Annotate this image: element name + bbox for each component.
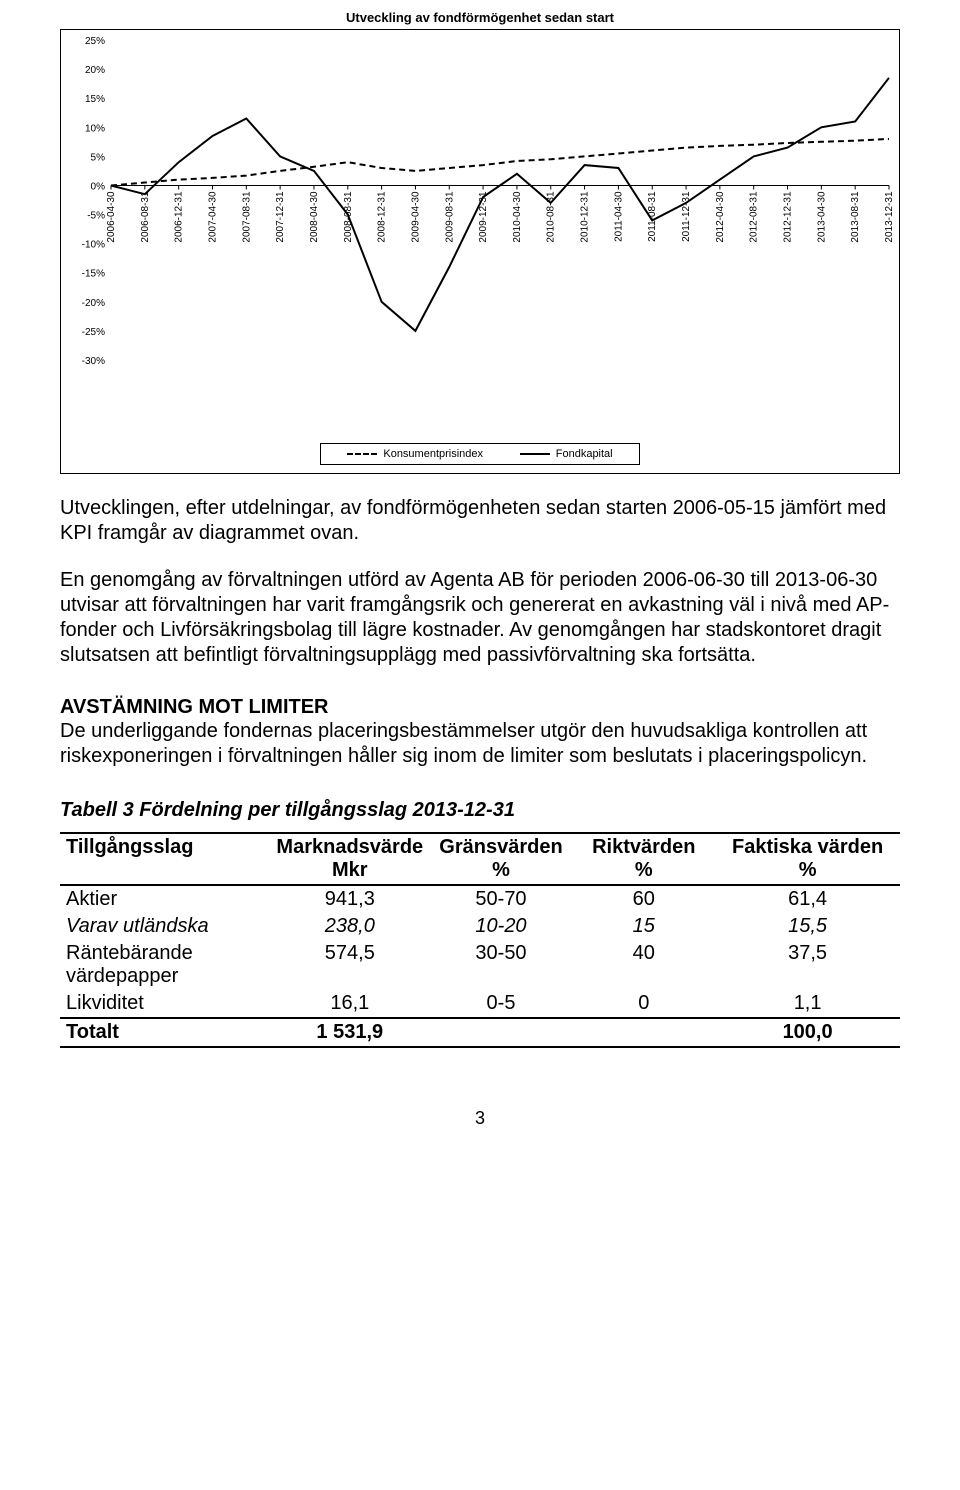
col-header: Tillgångsslag <box>60 833 270 885</box>
svg-text:-25%: -25% <box>82 327 105 338</box>
table-row: Likviditet16,10-501,1 <box>60 990 900 1018</box>
table-cell <box>572 1018 715 1047</box>
svg-text:2009-08-31: 2009-08-31 <box>444 191 455 243</box>
svg-text:0%: 0% <box>91 181 106 192</box>
table-cell: 61,4 <box>715 885 900 913</box>
table-cell: 574,5 <box>270 940 430 990</box>
svg-text:2007-08-31: 2007-08-31 <box>241 191 252 243</box>
svg-text:2012-08-31: 2012-08-31 <box>749 191 760 243</box>
table-cell: 0 <box>572 990 715 1018</box>
svg-text:2013-12-31: 2013-12-31 <box>884 191 895 243</box>
col-header: MarknadsvärdeMkr <box>270 833 430 885</box>
table-cell: 30-50 <box>430 940 573 990</box>
svg-text:-10%: -10% <box>82 240 105 251</box>
legend-item-kpi: Konsumentprisindex <box>347 448 483 460</box>
svg-text:2007-12-31: 2007-12-31 <box>275 191 286 243</box>
svg-text:2008-04-30: 2008-04-30 <box>309 191 320 243</box>
chart-container: -30% -25% -20% -15% -10% -5% 0% 5% 10% 15% 20% 25% 2… <box>60 29 900 474</box>
col-header: Faktiska värden% <box>715 833 900 885</box>
legend-swatch-dashed <box>347 453 377 455</box>
table-row: Totalt1 531,9 100,0 <box>60 1018 900 1047</box>
paragraph: Utvecklingen, efter utdelningar, av fond… <box>60 496 900 546</box>
svg-text:10%: 10% <box>85 123 105 134</box>
table-row: Aktier941,350-706061,4 <box>60 885 900 913</box>
svg-text:2013-04-30: 2013-04-30 <box>816 191 827 243</box>
svg-text:2010-12-31: 2010-12-31 <box>580 191 591 243</box>
table-cell: 941,3 <box>270 885 430 913</box>
svg-text:-20%: -20% <box>82 298 105 309</box>
svg-text:-5%: -5% <box>87 211 105 222</box>
table-cell: 37,5 <box>715 940 900 990</box>
legend-label: Konsumentprisindex <box>383 448 483 460</box>
table-cell: Aktier <box>60 885 270 913</box>
table-cell: Räntebärande värdepapper <box>60 940 270 990</box>
table-title: Tabell 3 Fördelning per tillgångsslag 20… <box>60 799 900 822</box>
svg-text:2006-08-31: 2006-08-31 <box>140 191 151 243</box>
svg-text:-30%: -30% <box>82 356 105 367</box>
svg-text:2008-12-31: 2008-12-31 <box>377 191 388 243</box>
table-cell: 50-70 <box>430 885 573 913</box>
chart-title: Utveckling av fondförmögenhet sedan star… <box>60 10 900 25</box>
svg-text:25%: 25% <box>85 36 105 47</box>
table-cell: 16,1 <box>270 990 430 1018</box>
chart-legend: Konsumentprisindex Fondkapital <box>320 443 640 465</box>
svg-text:2011-04-30: 2011-04-30 <box>613 191 624 242</box>
svg-text:2009-04-30: 2009-04-30 <box>410 191 421 243</box>
svg-text:2009-12-31: 2009-12-31 <box>478 191 489 243</box>
table-cell: 1,1 <box>715 990 900 1018</box>
table-cell: 1 531,9 <box>270 1018 430 1047</box>
line-chart: -30% -25% -20% -15% -10% -5% 0% 5% 10% 15% 20% 25% 2… <box>61 30 899 430</box>
paragraph: En genomgång av förvaltningen utförd av … <box>60 568 900 668</box>
table-cell: 40 <box>572 940 715 990</box>
svg-text:5%: 5% <box>91 152 106 163</box>
svg-text:2013-08-31: 2013-08-31 <box>850 191 861 243</box>
table-cell: 15,5 <box>715 913 900 940</box>
table-cell <box>430 1018 573 1047</box>
paragraph: De underliggande fondernas placeringsbes… <box>60 719 900 769</box>
col-header: Gränsvärden% <box>430 833 573 885</box>
svg-text:2012-04-30: 2012-04-30 <box>715 191 726 243</box>
svg-text:2006-04-30: 2006-04-30 <box>106 191 117 243</box>
col-header: Riktvärden% <box>572 833 715 885</box>
legend-label: Fondkapital <box>556 448 613 460</box>
svg-text:15%: 15% <box>85 94 105 105</box>
legend-item-fond: Fondkapital <box>520 448 613 460</box>
svg-text:2011-12-31: 2011-12-31 <box>681 191 692 242</box>
svg-text:2012-12-31: 2012-12-31 <box>783 191 794 243</box>
table-cell: Likviditet <box>60 990 270 1018</box>
allocation-table: Tillgångsslag MarknadsvärdeMkr Gränsvärd… <box>60 832 900 1048</box>
svg-text:2007-04-30: 2007-04-30 <box>207 191 218 243</box>
table-cell: 60 <box>572 885 715 913</box>
svg-text:2006-12-31: 2006-12-31 <box>174 191 185 243</box>
table-row: Räntebärande värdepapper574,530-504037,5 <box>60 940 900 990</box>
section-heading: AVSTÄMNING MOT LIMITER <box>60 696 900 719</box>
table-cell: 0-5 <box>430 990 573 1018</box>
svg-text:20%: 20% <box>85 65 105 76</box>
table-cell: Varav utländska <box>60 913 270 940</box>
svg-text:2010-04-30: 2010-04-30 <box>512 191 523 243</box>
table-cell: 15 <box>572 913 715 940</box>
table-header-row: Tillgångsslag MarknadsvärdeMkr Gränsvärd… <box>60 833 900 885</box>
table-cell: Totalt <box>60 1018 270 1047</box>
table-cell: 238,0 <box>270 913 430 940</box>
svg-text:-15%: -15% <box>82 269 105 280</box>
legend-swatch-solid <box>520 453 550 455</box>
table-cell: 100,0 <box>715 1018 900 1047</box>
table-cell: 10-20 <box>430 913 573 940</box>
page-number: 3 <box>60 1108 900 1129</box>
table-row: Varav utländska238,010-201515,5 <box>60 913 900 940</box>
